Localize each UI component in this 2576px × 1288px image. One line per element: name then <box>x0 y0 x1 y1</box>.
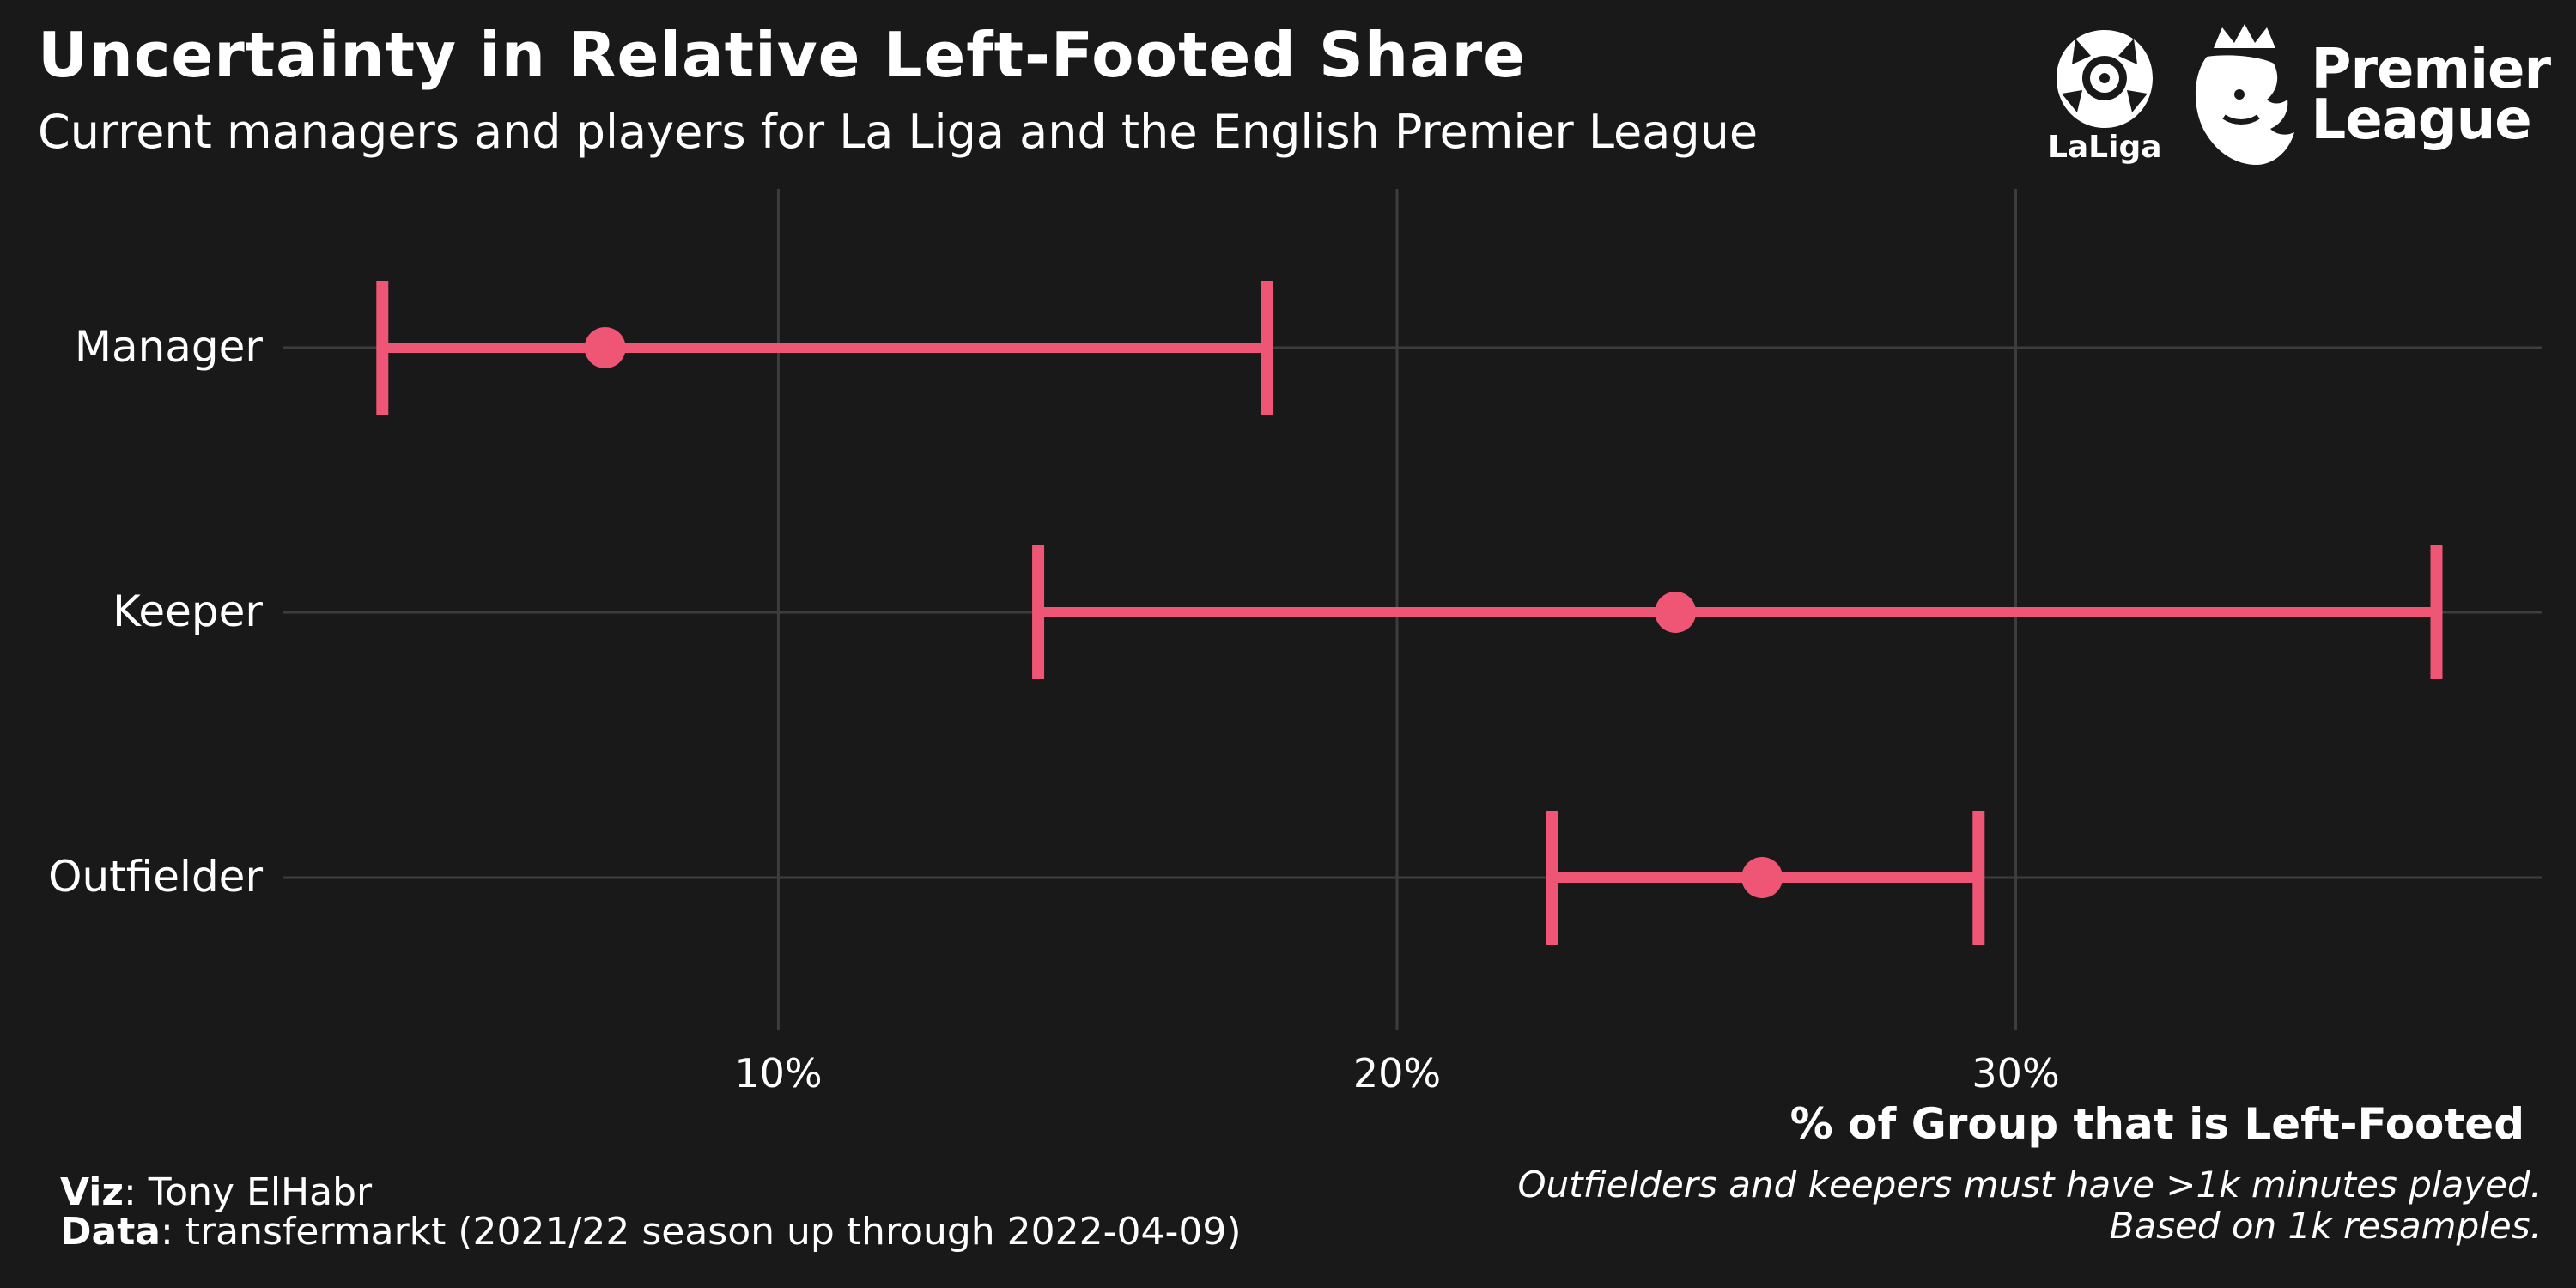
point-estimate <box>1655 592 1697 633</box>
premier-league-word-1: Premier <box>2311 38 2551 102</box>
chart-subtitle: Current managers and players for La Liga… <box>38 105 1759 159</box>
laliga-emblem-icon <box>2057 29 2154 128</box>
data-credit-value: : transfermarkt (2021/22 season up throu… <box>160 1210 1242 1255</box>
y-tick-label: Manager <box>75 322 264 372</box>
method-note-line-2: Based on 1k resamples. <box>2109 1205 2542 1248</box>
laliga-logo: LaLiga <box>2048 27 2162 165</box>
data-credit-label: Data <box>60 1210 161 1255</box>
chart-title: Uncertainty in Relative Left-Footed Shar… <box>38 19 1526 91</box>
x-tick-label: 30% <box>1971 1050 2059 1097</box>
labels-layer: 10% 20% 30% Manager Keeper Outfielder <box>48 322 2060 1097</box>
y-tick-label: Outfielder <box>48 852 263 902</box>
x-tick-label: 20% <box>1353 1050 1441 1097</box>
viz-credit: Viz: Tony ElHabr <box>60 1170 1242 1214</box>
premier-league-word-2: League <box>2311 88 2532 152</box>
laliga-wordmark: LaLiga <box>2047 129 2162 165</box>
premier-league-wordmark: Premier League <box>2311 38 2551 152</box>
point-estimate <box>1741 857 1783 898</box>
data-credit: Data: transfermarkt (2021/22 season up t… <box>60 1212 1242 1252</box>
y-tick-label: Keeper <box>112 586 263 636</box>
marks-layer <box>376 281 2443 945</box>
method-note: Outfielders and keepers must have >1k mi… <box>1517 1163 2542 1248</box>
league-logos: LaLiga Premier League <box>2048 22 2551 168</box>
x-tick-label: 10% <box>734 1050 822 1097</box>
source-caption: Viz: Tony ElHabr Data: transfermarkt (20… <box>60 1170 1242 1252</box>
viz-credit-value: : Tony ElHabr <box>123 1170 373 1214</box>
viz-credit-label: Viz <box>60 1170 124 1214</box>
method-note-line-1: Outfielders and keepers must have >1k mi… <box>1517 1163 2542 1206</box>
premier-league-logo: Premier League <box>2188 22 2551 168</box>
lion-crown-icon <box>2195 24 2294 165</box>
x-axis-label: % of Group that is Left-Footed <box>1789 1099 2524 1149</box>
point-estimate <box>584 327 626 368</box>
